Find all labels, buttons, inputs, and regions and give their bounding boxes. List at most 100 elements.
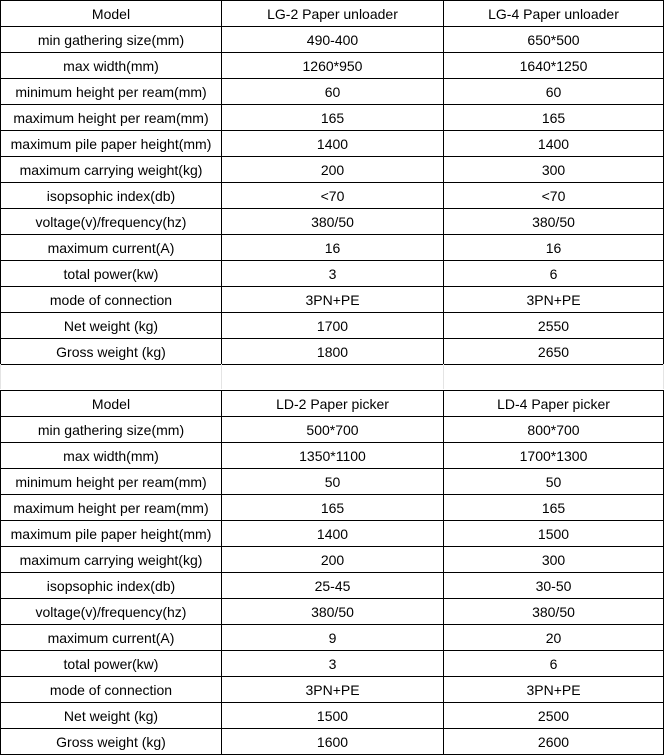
row-label-cell: maximum current(A)	[0, 234, 222, 261]
header-row: Model LG-2 Paper unloader LG-4 Paper unloa…	[0, 0, 664, 27]
table-row: max width(mm) 1260*950 1640*1250	[0, 52, 664, 79]
row-label-cell: maximum height per ream(mm)	[0, 104, 222, 131]
value-cell: LD-2 Paper picker	[221, 390, 444, 417]
spacer-cell	[443, 364, 664, 389]
row-label-cell: Net weight (kg)	[0, 702, 222, 729]
table-row: mode of connection 3PN+PE 3PN+PE	[0, 676, 664, 703]
value-cell: 16	[221, 234, 444, 261]
row-label-cell: mode of connection	[0, 676, 222, 703]
value-cell: 1500	[443, 520, 664, 547]
row-label-cell: Model	[0, 0, 222, 27]
value-cell: 1400	[443, 130, 664, 157]
table-row: voltage(v)/frequency(hz) 380/50 380/50	[0, 208, 664, 235]
value-cell: 3PN+PE	[443, 676, 664, 703]
table-row: maximum current(A) 9 20	[0, 624, 664, 651]
row-label-cell: voltage(v)/frequency(hz)	[0, 208, 222, 235]
table-row: maximum pile paper height(mm) 1400 1400	[0, 130, 664, 157]
value-cell: LG-4 Paper unloader	[443, 0, 664, 27]
row-label-cell: Model	[0, 390, 222, 417]
value-cell: 6	[443, 650, 664, 677]
value-cell: 16	[443, 234, 664, 261]
table-row: min gathering size(mm) 490-400 650*500	[0, 26, 664, 53]
value-cell: 1400	[221, 130, 444, 157]
row-label-cell: maximum carrying weight(kg)	[0, 546, 222, 573]
value-cell: 300	[443, 156, 664, 183]
row-label-cell: min gathering size(mm)	[0, 26, 222, 53]
table-spacer	[0, 364, 664, 389]
value-cell: 1350*1100	[221, 442, 444, 469]
table-row: voltage(v)/frequency(hz) 380/50 380/50	[0, 598, 664, 625]
value-cell: 1260*950	[221, 52, 444, 79]
row-label-cell: maximum current(A)	[0, 624, 222, 651]
table-row: maximum height per ream(mm) 165 165	[0, 494, 664, 521]
table-row: mode of connection 3PN+PE 3PN+PE	[0, 286, 664, 313]
table-row: total power(kw) 3 6	[0, 650, 664, 677]
value-cell: 165	[221, 104, 444, 131]
value-cell: 1700*1300	[443, 442, 664, 469]
header-row: Model LD-2 Paper picker LD-4 Paper picker	[0, 390, 664, 417]
table-row: Net weight (kg) 1700 2550	[0, 312, 664, 339]
value-cell: 3	[221, 260, 444, 287]
picker-spec-table: Model LD-2 Paper picker LD-4 Paper picker m…	[0, 390, 664, 755]
value-cell: 1400	[221, 520, 444, 547]
table-row: minimum height per ream(mm) 60 60	[0, 78, 664, 105]
value-cell: 9	[221, 624, 444, 651]
table-row: minimum height per ream(mm) 50 50	[0, 468, 664, 495]
row-label-cell: min gathering size(mm)	[0, 416, 222, 443]
value-cell: 165	[443, 494, 664, 521]
value-cell: <70	[221, 182, 444, 209]
value-cell: 1600	[221, 728, 444, 755]
row-label-cell: minimum height per ream(mm)	[0, 468, 222, 495]
table-row: maximum height per ream(mm) 165 165	[0, 104, 664, 131]
table-row: Gross weight (kg) 1600 2600	[0, 728, 664, 755]
value-cell: 300	[443, 546, 664, 573]
value-cell: 1800	[221, 338, 444, 365]
value-cell: 165	[221, 494, 444, 521]
value-cell: 2550	[443, 312, 664, 339]
value-cell: 200	[221, 156, 444, 183]
value-cell: 1700	[221, 312, 444, 339]
value-cell: 380/50	[221, 208, 444, 235]
value-cell: 50	[221, 468, 444, 495]
table-row: total power(kw) 3 6	[0, 260, 664, 287]
table-row: maximum carrying weight(kg) 200 300	[0, 156, 664, 183]
table-row: maximum current(A) 16 16	[0, 234, 664, 261]
row-label-cell: isopsophic index(db)	[0, 182, 222, 209]
table-row: maximum carrying weight(kg) 200 300	[0, 546, 664, 573]
value-cell: 3PN+PE	[221, 286, 444, 313]
value-cell: 6	[443, 260, 664, 287]
row-label-cell: max width(mm)	[0, 52, 222, 79]
value-cell: 165	[443, 104, 664, 131]
value-cell: 380/50	[443, 208, 664, 235]
value-cell: 490-400	[221, 26, 444, 53]
value-cell: 1500	[221, 702, 444, 729]
row-label-cell: maximum pile paper height(mm)	[0, 130, 222, 157]
value-cell: 3PN+PE	[443, 286, 664, 313]
row-label-cell: max width(mm)	[0, 442, 222, 469]
value-cell: 3	[221, 650, 444, 677]
table-row: isopsophic index(db) <70 <70	[0, 182, 664, 209]
row-label-cell: total power(kw)	[0, 650, 222, 677]
table-row: min gathering size(mm) 500*700 800*700	[0, 416, 664, 443]
value-cell: LG-2 Paper unloader	[221, 0, 444, 27]
value-cell: 2500	[443, 702, 664, 729]
value-cell: 60	[443, 78, 664, 105]
row-label-cell: Gross weight (kg)	[0, 728, 222, 755]
value-cell: 500*700	[221, 416, 444, 443]
row-label-cell: total power(kw)	[0, 260, 222, 287]
spacer-cell	[221, 364, 444, 389]
value-cell: 3PN+PE	[221, 676, 444, 703]
value-cell: 1640*1250	[443, 52, 664, 79]
row-label-cell: Gross weight (kg)	[0, 338, 222, 365]
unloader-spec-table: Model LG-2 Paper unloader LG-4 Paper unloa…	[0, 0, 664, 365]
row-label-cell: maximum pile paper height(mm)	[0, 520, 222, 547]
value-cell: LD-4 Paper picker	[443, 390, 664, 417]
row-label-cell: mode of connection	[0, 286, 222, 313]
value-cell: 2600	[443, 728, 664, 755]
spacer-cell	[0, 364, 222, 389]
row-label-cell: maximum carrying weight(kg)	[0, 156, 222, 183]
row-label-cell: maximum height per ream(mm)	[0, 494, 222, 521]
table-row: maximum pile paper height(mm) 1400 1500	[0, 520, 664, 547]
value-cell: <70	[443, 182, 664, 209]
table-row: Gross weight (kg) 1800 2650	[0, 338, 664, 365]
